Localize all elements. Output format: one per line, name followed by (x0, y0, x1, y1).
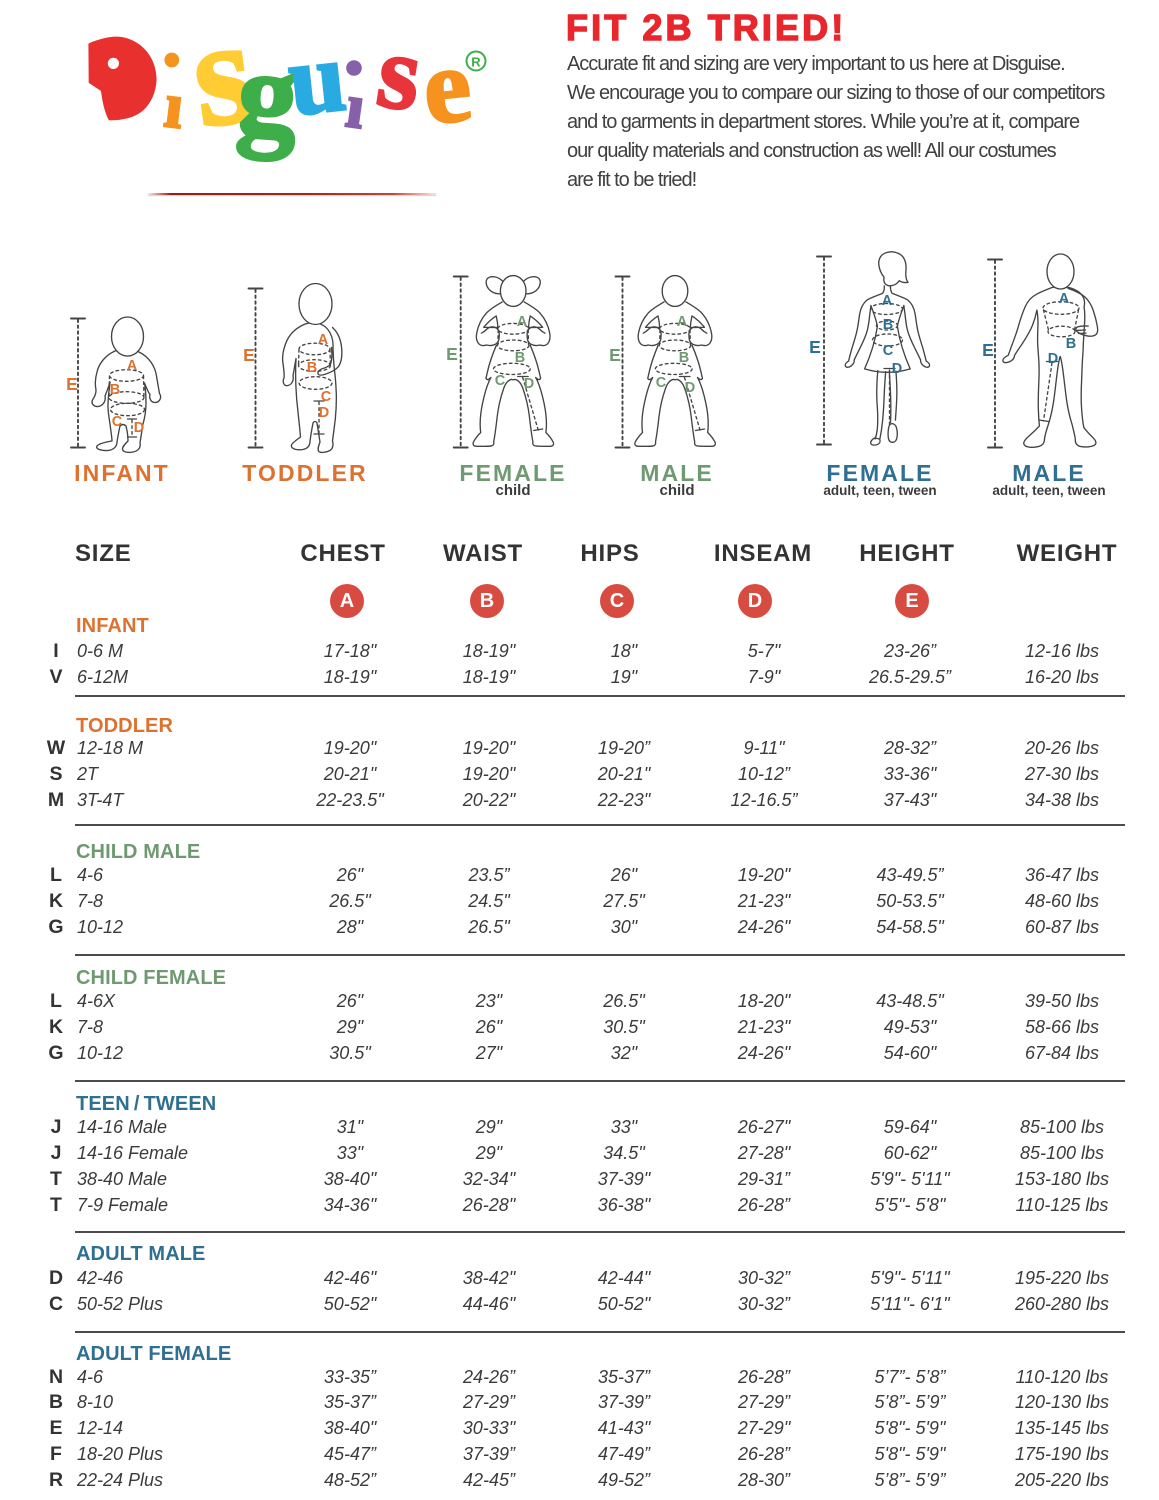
svg-text:A: A (677, 314, 688, 330)
svg-text:u: u (283, 20, 350, 136)
svg-text:E: E (243, 345, 255, 365)
svg-text:A: A (882, 293, 893, 309)
svg-text:E: E (66, 374, 78, 394)
svg-text:C: C (656, 375, 667, 391)
svg-text:B: B (110, 382, 120, 398)
svg-text:E: E (809, 337, 821, 357)
svg-text:B: B (1066, 336, 1076, 352)
svg-text:ı: ı (342, 72, 369, 142)
svg-text:C: C (495, 373, 506, 389)
svg-text:D: D (892, 361, 902, 377)
svg-text:A: A (318, 332, 329, 348)
svg-text:R: R (471, 55, 481, 70)
svg-text:E: E (446, 344, 458, 364)
svg-text:C: C (321, 389, 332, 405)
svg-text:E: E (609, 345, 621, 365)
svg-text:D: D (1048, 351, 1058, 367)
svg-text:A: A (127, 358, 138, 374)
svg-text:A: A (1059, 291, 1070, 307)
svg-text:E: E (982, 340, 994, 360)
svg-text:B: B (515, 350, 525, 366)
svg-text:D: D (685, 380, 695, 396)
svg-text:C: C (883, 343, 894, 359)
svg-text:C: C (112, 414, 123, 430)
svg-text:D: D (134, 420, 144, 436)
svg-text:e: e (417, 25, 476, 146)
svg-text:D: D (524, 376, 534, 392)
svg-text:D: D (319, 405, 329, 421)
svg-text:ı: ı (161, 69, 187, 142)
svg-text:B: B (679, 350, 689, 366)
svg-text:g: g (234, 25, 303, 163)
svg-text:B: B (883, 317, 893, 333)
svg-text:B: B (307, 360, 317, 376)
svg-text:A: A (517, 314, 528, 330)
